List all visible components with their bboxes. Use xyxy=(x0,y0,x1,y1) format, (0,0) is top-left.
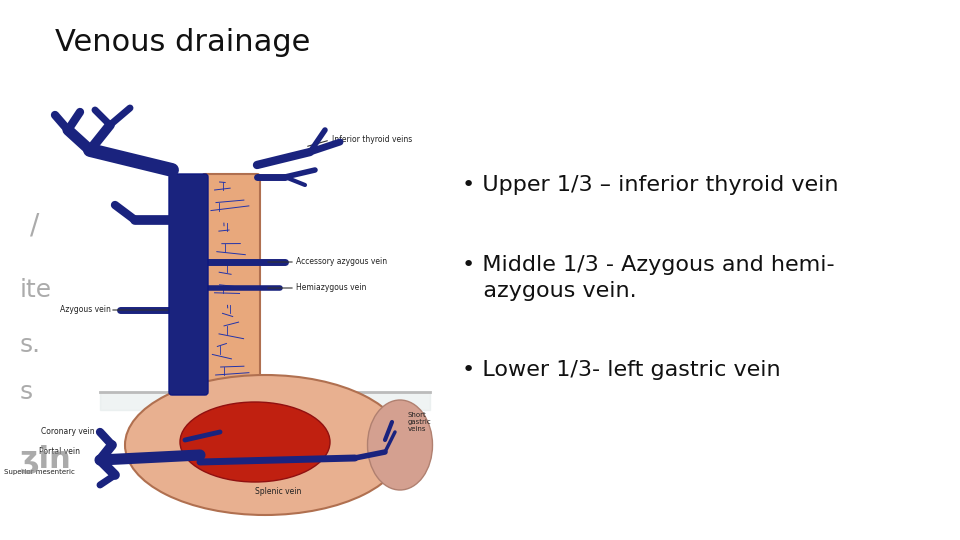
Ellipse shape xyxy=(180,402,330,482)
Ellipse shape xyxy=(368,400,433,490)
FancyBboxPatch shape xyxy=(202,174,260,395)
Text: • Upper 1/3 – inferior thyroid vein: • Upper 1/3 – inferior thyroid vein xyxy=(462,175,838,195)
Text: Accessory azygous vein: Accessory azygous vein xyxy=(296,258,387,267)
Text: Hemiazygous vein: Hemiazygous vein xyxy=(296,284,367,293)
Text: • Middle 1/3 - Azygous and hemi-
   azygous vein.: • Middle 1/3 - Azygous and hemi- azygous… xyxy=(462,255,834,301)
Text: Coronary vein: Coronary vein xyxy=(41,428,95,436)
FancyBboxPatch shape xyxy=(169,174,208,395)
Text: Venous drainage: Venous drainage xyxy=(55,28,310,57)
Text: /: / xyxy=(30,211,39,239)
Text: Inferior thyroid veins: Inferior thyroid veins xyxy=(332,136,412,145)
Text: s: s xyxy=(20,380,34,404)
Text: ite: ite xyxy=(20,278,52,302)
Text: s.: s. xyxy=(20,333,41,357)
Text: Splenic vein: Splenic vein xyxy=(255,488,301,496)
Text: • Lower 1/3- left gastric vein: • Lower 1/3- left gastric vein xyxy=(462,360,780,380)
Text: Short
gastric
veins: Short gastric veins xyxy=(408,412,432,432)
Ellipse shape xyxy=(125,375,405,515)
Text: Portal vein: Portal vein xyxy=(39,448,80,456)
Text: ʒin: ʒin xyxy=(20,446,72,475)
Text: Azygous vein: Azygous vein xyxy=(60,306,110,314)
Text: Superior mesenteric: Superior mesenteric xyxy=(4,469,75,475)
